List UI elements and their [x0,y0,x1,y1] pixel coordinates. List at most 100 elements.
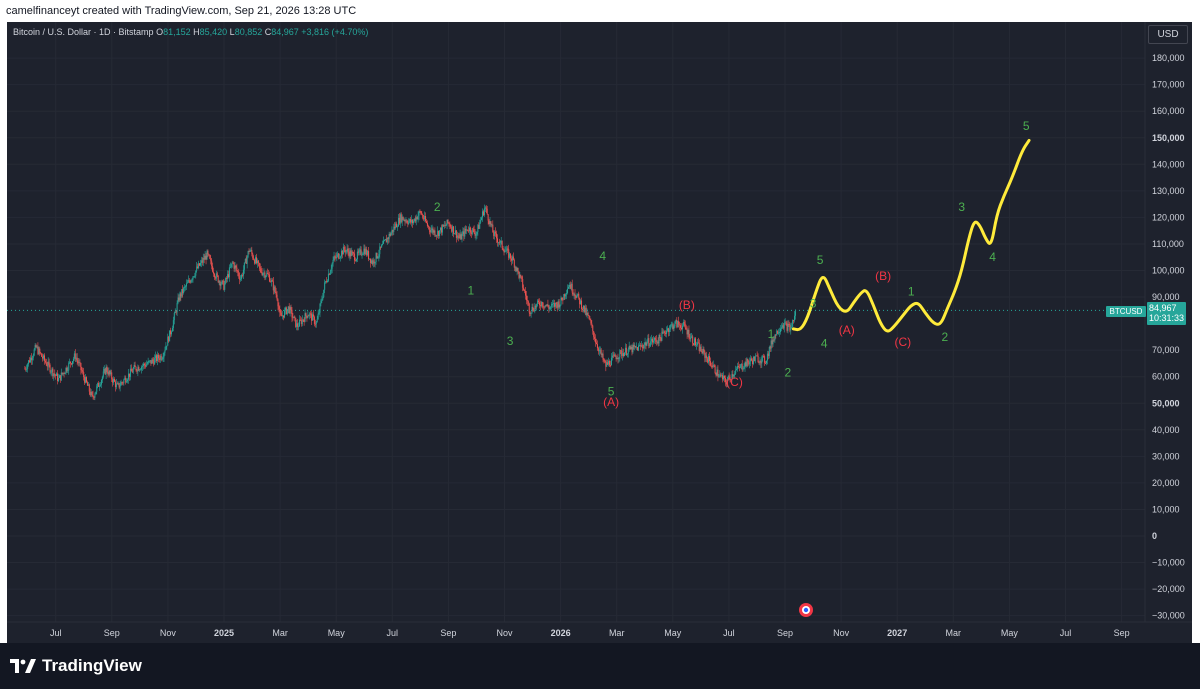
x-tick-label-11: May [664,628,682,638]
candle-body-155 [169,330,171,342]
tradingview-logo[interactable]: TradingView [10,656,142,676]
candle-body-519 [509,253,511,258]
candle-body-339 [340,250,342,257]
candle-body-537 [525,295,527,301]
candle-body-660 [640,345,642,347]
candle-body-743 [718,376,720,378]
candle-body-399 [397,226,399,228]
candle-body-168 [181,289,183,297]
candle-body-751 [725,382,727,385]
candle-body-109 [126,381,128,383]
candle-body-225 [234,265,236,269]
candle-body-764 [737,366,739,367]
candle-body-711 [688,329,690,339]
y-tick-label-10: 70,000 [1152,345,1180,355]
candle-body-33 [55,374,57,376]
candle-body-32 [54,373,56,375]
candle-body-510 [500,240,502,242]
candle-body-772 [745,362,747,367]
candle-body-384 [383,240,385,244]
wave-label-1: 1 [467,283,474,297]
candle-body-140 [155,355,157,359]
y-tick-label-16: 10,000 [1152,504,1180,514]
candle-body-583 [568,284,570,287]
candle-body-585 [570,283,572,289]
candle-body-463 [456,235,458,238]
candle-body-718 [695,338,697,346]
candle-body-80 [99,385,101,387]
candle-body-228 [237,270,239,273]
candle-body-495 [486,208,488,215]
candle-body-325 [327,273,329,281]
high-label: H [193,27,200,37]
candle-body-67 [86,382,88,386]
candle-body-84 [102,371,104,377]
candle-body-340 [341,250,343,255]
candle-body-512 [502,247,504,251]
wave-label-13: (A) [839,323,855,337]
candle-body-655 [636,347,638,348]
candle-body-646 [627,349,629,354]
candle-body-631 [613,354,615,356]
candle-body-268 [274,286,276,293]
candle-body-462 [455,230,457,238]
candle-body-370 [369,258,371,263]
candle-body-291 [296,323,298,327]
candle-body-658 [638,345,640,347]
candle-body-790 [762,356,764,358]
x-tick-label-16: Mar [946,628,962,638]
candle-body-203 [213,273,215,278]
candle-body-257 [264,272,266,278]
wave-label-6: (B) [679,298,695,312]
candle-body-355 [355,259,357,261]
wave-label-5: (A) [603,395,619,409]
y-tick-label-18: −10,000 [1152,558,1185,568]
candle-body-719 [695,344,697,346]
candle-body-297 [301,319,303,325]
event-marker-icon[interactable] [799,603,813,617]
candle-body-570 [556,304,558,308]
candle-body-717 [694,338,696,346]
wave-label-14: (B) [875,269,891,283]
candle-body-550 [538,300,540,303]
candle-body-612 [595,342,597,345]
candle-body-133 [148,361,150,362]
currency-button[interactable]: USD [1148,25,1188,44]
candle-body-52 [72,358,74,362]
candle-body-788 [760,361,762,364]
candle-body-571 [557,301,559,308]
candle-body-738 [713,365,715,367]
candle-body-768 [741,364,743,370]
candle-body-456 [450,226,452,228]
candle-body-258 [265,276,267,278]
y-tick-label-7: 110,000 [1152,239,1184,249]
candle-body-625 [608,361,610,365]
candle-body-68 [87,384,89,386]
candle-body-566 [553,303,555,304]
candle-body-0 [24,368,26,370]
candle-body-707 [684,323,686,328]
candle-body-784 [756,355,758,357]
candle-body-172 [185,286,187,288]
candle-body-21 [43,355,45,361]
candle-body-606 [590,319,592,324]
candle-body-318 [321,299,323,301]
candle-body-217 [227,274,229,279]
candle-body-736 [711,365,713,367]
candle-body-465 [458,236,460,238]
candle-body-505 [496,233,498,239]
candle-body-383 [382,243,384,245]
candle-body-31 [53,373,55,377]
candle-body-284 [289,307,291,313]
candle-body-513 [503,250,505,253]
candle-body-560 [547,304,549,307]
candle-body-375 [374,262,376,264]
candle-body-695 [673,326,675,329]
candle-body-427 [423,217,425,220]
candle-body-487 [479,222,481,229]
candle-body-161 [174,311,176,314]
candle-body-563 [550,306,552,308]
candle-body-182 [194,275,196,277]
candle-body-421 [417,215,419,220]
